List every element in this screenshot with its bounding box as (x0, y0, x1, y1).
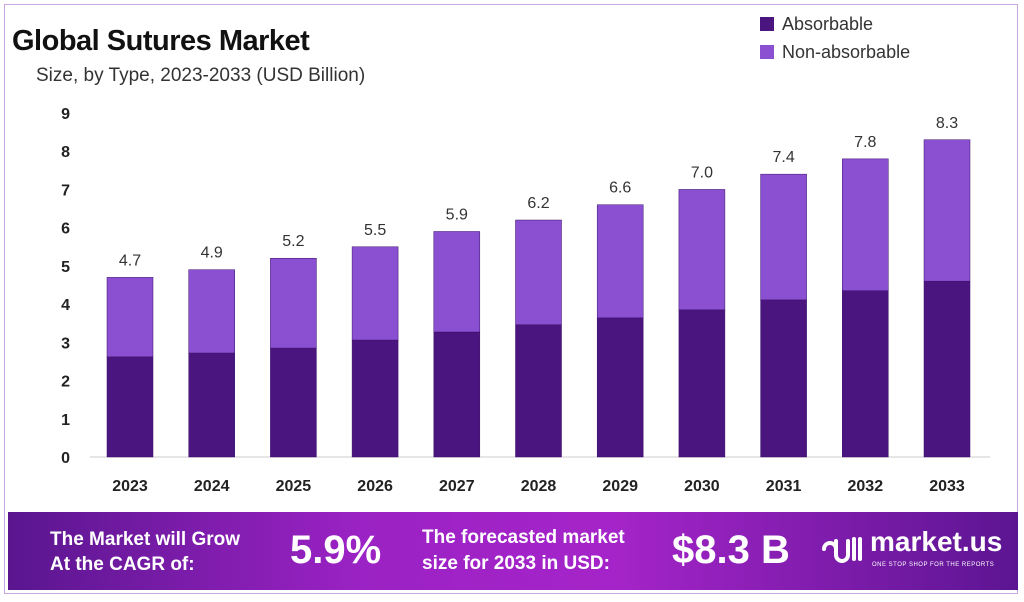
x-tick-label: 2031 (766, 478, 802, 495)
data-label: 7.8 (854, 134, 876, 151)
forecast-value: $8.3 B (672, 528, 790, 572)
legend-swatch (760, 45, 774, 59)
bar-absorbable-2031 (760, 299, 807, 458)
footer-banner: The Market will Grow At the CAGR of: 5.9%… (8, 512, 1018, 590)
y-tick-label: 1 (61, 412, 70, 429)
data-label: 5.9 (446, 206, 468, 223)
x-tick-label: 2029 (602, 478, 638, 495)
data-label: 4.7 (119, 252, 141, 269)
x-tick-label: 2032 (848, 478, 884, 495)
cagr-label: The Market will Grow At the CAGR of: (50, 527, 240, 577)
y-tick-label: 5 (61, 259, 70, 276)
data-label: 5.5 (364, 222, 386, 239)
x-tick-label: 2025 (276, 478, 312, 495)
y-tick-label: 6 (61, 221, 70, 238)
bar-non-absorbable-2023 (106, 277, 154, 358)
y-tick-label: 4 (61, 297, 70, 314)
x-tick-label: 2033 (929, 478, 965, 495)
bar-non-absorbable-2026 (351, 246, 399, 341)
bar-non-absorbable-2028 (515, 219, 562, 326)
bar-non-absorbable-2030 (678, 189, 726, 311)
bar-absorbable-2028 (515, 324, 562, 458)
bar-non-absorbable-2025 (270, 257, 317, 349)
cagr-value: 5.9% (290, 528, 382, 572)
cagr-label-line1: The Market will Grow (50, 529, 241, 550)
x-tick-label: 2023 (112, 478, 148, 495)
bar-non-absorbable-2024 (188, 269, 235, 354)
bar-absorbable-2032 (842, 290, 889, 458)
x-tick-label: 2028 (521, 478, 557, 495)
data-label: 6.6 (609, 180, 631, 197)
forecast-label-line2: size for 2033 in USD: (422, 553, 610, 574)
bar-absorbable-2027 (433, 331, 481, 458)
legend-item-non-absorbable: Non-absorbable (760, 38, 910, 66)
bar-non-absorbable-2029 (596, 204, 644, 319)
cagr-label-line2: At the CAGR of: (50, 554, 195, 575)
logo-icon (822, 536, 862, 563)
bar-non-absorbable-2033 (923, 139, 971, 282)
y-tick-label: 8 (61, 144, 70, 161)
data-label: 6.2 (527, 195, 549, 212)
data-label: 7.0 (691, 164, 713, 181)
y-tick-label: 2 (61, 374, 70, 391)
brand-name: market.us (870, 526, 1003, 557)
bar-absorbable-2023 (106, 356, 154, 458)
y-tick-label: 0 (61, 450, 70, 467)
bar-absorbable-2029 (596, 317, 644, 458)
data-label: 7.4 (772, 149, 794, 166)
x-tick-label: 2026 (357, 478, 393, 495)
forecast-label-line1: The forecasted market (422, 527, 625, 548)
brand-logo: market.us ONE STOP SHOP FOR THE REPORTS (820, 526, 1002, 569)
chart-title: Global Sutures Market (12, 25, 310, 57)
brand-tagline: ONE STOP SHOP FOR THE REPORTS (872, 562, 995, 568)
x-tick-label: 2027 (439, 478, 475, 495)
bar-absorbable-2026 (351, 339, 399, 458)
data-label: 4.9 (201, 245, 223, 262)
bar-absorbable-2030 (678, 309, 726, 458)
bar-non-absorbable-2032 (842, 158, 889, 291)
legend-label: Non-absorbable (782, 42, 911, 62)
legend-item-absorbable: Absorbable (760, 10, 910, 38)
x-tick-label: 2030 (684, 478, 720, 495)
y-tick-label: 3 (61, 335, 70, 352)
data-label: 8.3 (936, 115, 958, 132)
y-tick-label: 7 (61, 182, 70, 199)
bar-non-absorbable-2027 (433, 231, 481, 333)
x-tick-label: 2024 (194, 478, 230, 495)
data-label: 5.2 (282, 233, 304, 250)
legend-label: Absorbable (782, 14, 874, 34)
bar-chart: 0 1 2 3 4 5 6 7 8 9 4.7 2023 4.9 2024 5.2 2025 5.5 2026 5.… (61, 106, 990, 495)
legend-swatch (760, 17, 774, 31)
chart-subtitle: Size, by Type, 2023-2033 (USD Billion) (36, 65, 366, 86)
bar-non-absorbable-2031 (760, 173, 807, 301)
legend: Absorbable Non-absorbable (760, 10, 910, 66)
chart-frame (4, 4, 1018, 594)
y-tick-label: 9 (61, 106, 70, 123)
bar-absorbable-2025 (270, 347, 317, 458)
bar-absorbable-2033 (923, 280, 971, 458)
bar-absorbable-2024 (188, 352, 235, 458)
forecast-label: The forecasted market size for 2033 in US… (422, 525, 625, 577)
